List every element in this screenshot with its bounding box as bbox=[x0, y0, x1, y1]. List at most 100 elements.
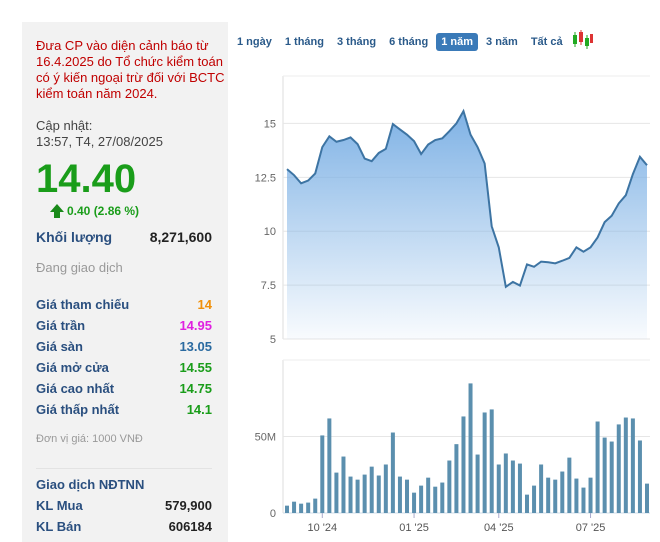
volume-bar bbox=[475, 454, 480, 513]
volume-bar bbox=[292, 501, 297, 513]
volume-bar bbox=[306, 502, 311, 513]
volume-bar bbox=[376, 475, 381, 513]
price-unit: Đơn vị giá: 1000 VNĐ bbox=[36, 433, 143, 445]
price-line bbox=[286, 108, 648, 289]
tab-period[interactable]: 3 tháng bbox=[336, 35, 377, 48]
volume-bar bbox=[285, 505, 289, 513]
price-change: 0.40 (2.86 %) bbox=[50, 204, 139, 218]
foreign-value: 579,900 bbox=[165, 498, 212, 513]
price-label: Giá trần bbox=[36, 318, 86, 333]
tab-period[interactable]: 1 ngày bbox=[237, 35, 272, 48]
tab-period[interactable]: 1 năm bbox=[436, 32, 479, 51]
price-label: Giá mở cửa bbox=[36, 360, 109, 375]
change-value: 0.40 (2.86 %) bbox=[67, 204, 140, 218]
price-row: Giá sàn 13.05 bbox=[36, 339, 212, 354]
volume-bar bbox=[468, 383, 473, 513]
volume-bar bbox=[390, 432, 395, 513]
foreign-title: Giao dịch NĐTNN bbox=[36, 477, 145, 492]
foreign-label: KL Mua bbox=[36, 498, 83, 513]
volume-bar bbox=[447, 460, 452, 513]
volume-bar bbox=[355, 479, 360, 513]
foreign-value: 606184 bbox=[168, 519, 212, 534]
volume-bar bbox=[567, 457, 572, 513]
update-info: Cập nhật: 13:57, T4, 27/08/2025 bbox=[36, 118, 163, 150]
price-label: Giá cao nhất bbox=[36, 381, 115, 396]
price-label: Giá thấp nhất bbox=[36, 402, 120, 417]
volume-bar bbox=[489, 409, 494, 513]
volume-bar bbox=[299, 503, 304, 513]
volume-bar bbox=[383, 464, 388, 513]
volume-bar bbox=[334, 472, 339, 513]
y-tick-label: 7.5 bbox=[261, 280, 276, 292]
volume-bar bbox=[546, 477, 551, 513]
divider bbox=[36, 468, 212, 469]
tab-period[interactable]: 6 tháng bbox=[389, 35, 429, 48]
volume-bar bbox=[560, 471, 565, 513]
volume-bar bbox=[574, 478, 579, 513]
price-row: Giá mở cửa 14.55 bbox=[36, 360, 212, 375]
tab-period[interactable]: Tất cả bbox=[530, 35, 563, 48]
price-row: Giá cao nhất 14.75 bbox=[36, 381, 212, 396]
volume-bar bbox=[348, 476, 353, 513]
x-tick-label: 01 '25 bbox=[399, 522, 429, 534]
foreign-title-row: Giao dịch NĐTNN bbox=[36, 477, 212, 492]
current-price: 14.40 bbox=[36, 157, 137, 201]
update-time: 13:57, T4, 27/08/2025 bbox=[36, 134, 163, 149]
volume-bar bbox=[320, 435, 325, 513]
volume-bar bbox=[433, 486, 438, 513]
candlestick-icon[interactable] bbox=[571, 30, 593, 53]
volume-bar bbox=[602, 437, 607, 513]
volume-bar bbox=[440, 482, 445, 513]
price-value: 14.75 bbox=[179, 381, 212, 396]
tab-period[interactable]: 3 năm bbox=[486, 35, 518, 48]
volume-bar bbox=[517, 463, 522, 513]
y-tick-label: 15 bbox=[264, 118, 276, 130]
stock-info-panel: Đưa CP vào diện cảnh báo từ 16.4.2025 do… bbox=[22, 22, 228, 542]
volume-value: 8,271,600 bbox=[149, 229, 212, 245]
volume-bar bbox=[426, 477, 431, 513]
price-label: Giá tham chiếu bbox=[36, 297, 130, 312]
x-tick-label: 07 '25 bbox=[576, 522, 606, 534]
volume-bar bbox=[482, 412, 487, 513]
y-tick-label: 0 bbox=[270, 508, 276, 520]
volume-bar bbox=[525, 494, 529, 513]
foreign-row: KL Mua 579,900 bbox=[36, 498, 212, 513]
foreign-row: KL Bán 606184 bbox=[36, 519, 212, 534]
volume-bar bbox=[588, 477, 593, 513]
y-tick-label: 5 bbox=[270, 334, 276, 346]
volume-bar bbox=[496, 464, 501, 513]
update-label: Cập nhật: bbox=[36, 118, 93, 133]
volume-bar bbox=[405, 479, 409, 513]
x-tick-label: 10 '24 bbox=[307, 522, 337, 534]
price-area bbox=[287, 111, 647, 340]
y-tick-label: 10 bbox=[264, 226, 276, 238]
price-row: Giá thấp nhất 14.1 bbox=[36, 402, 212, 417]
volume-bar bbox=[532, 485, 537, 513]
volume-bar bbox=[581, 487, 586, 513]
volume-bar bbox=[595, 421, 600, 513]
trading-status: Đang giao dịch bbox=[36, 260, 123, 275]
volume-bar bbox=[637, 440, 642, 513]
volume-bar bbox=[510, 460, 515, 513]
price-value: 14.95 bbox=[179, 318, 212, 333]
price-value: 14 bbox=[197, 297, 212, 312]
up-arrow-icon bbox=[50, 204, 64, 218]
volume-bar bbox=[503, 453, 508, 513]
price-value: 13.05 bbox=[179, 339, 212, 354]
volume-bar bbox=[623, 417, 628, 513]
volume-bar bbox=[327, 418, 332, 513]
volume-bar bbox=[454, 444, 459, 513]
price-row: Giá tham chiếu 14 bbox=[36, 297, 212, 312]
volume-row: Khối lượng 8,271,600 bbox=[36, 229, 212, 245]
volume-bar bbox=[539, 464, 544, 513]
x-tick-label: 04 '25 bbox=[484, 522, 514, 534]
price-label: Giá sàn bbox=[36, 339, 83, 354]
tab-period[interactable]: 1 tháng bbox=[284, 35, 324, 48]
volume-bar bbox=[553, 479, 558, 513]
period-tabs: 1 ngày 1 tháng 3 tháng 6 tháng 1 năm 3 năm Tất… bbox=[232, 30, 593, 53]
foreign-label: KL Bán bbox=[36, 519, 82, 534]
volume-label: Khối lượng bbox=[36, 229, 113, 245]
price-value: 14.1 bbox=[186, 402, 212, 417]
volume-bar bbox=[341, 456, 346, 513]
